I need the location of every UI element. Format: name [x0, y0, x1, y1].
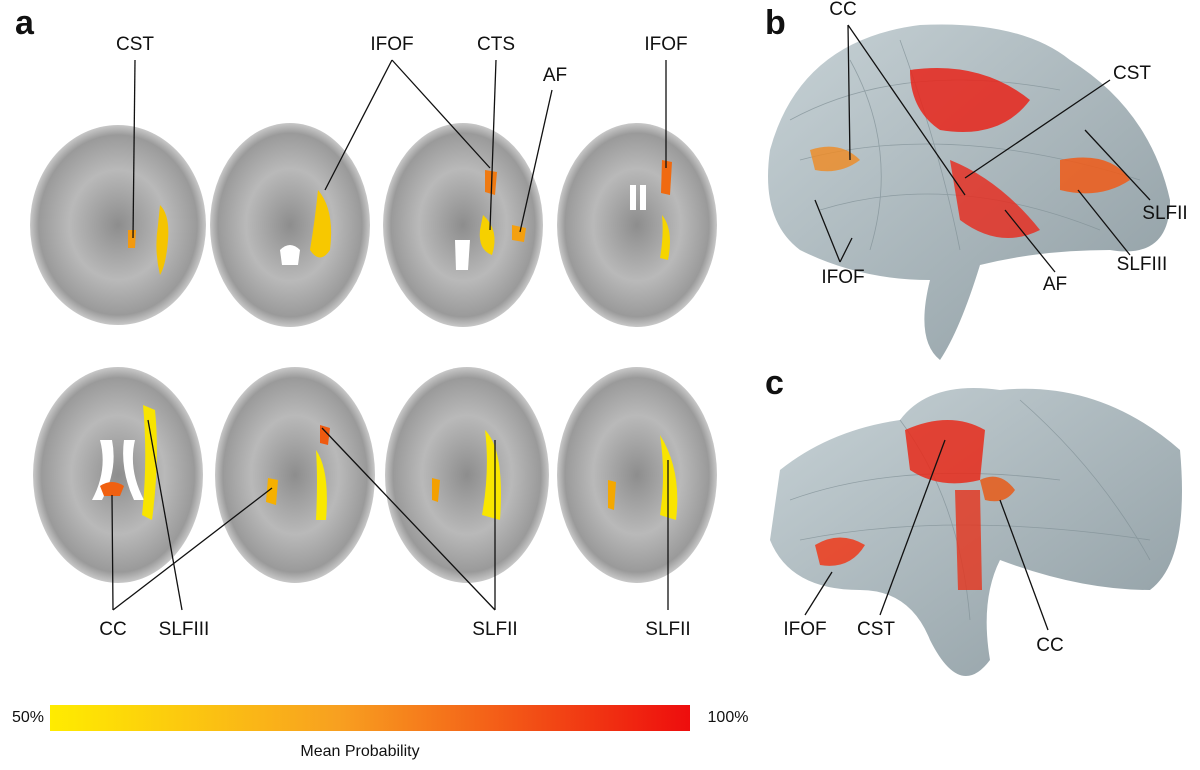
- tract-label: SLFIII: [1117, 254, 1168, 275]
- slice: [383, 123, 543, 327]
- panel-letter: a: [15, 4, 35, 42]
- tract-label: SLFII: [472, 619, 517, 640]
- tractography-b: [768, 24, 1170, 360]
- tractography-c: [770, 388, 1182, 676]
- panel-letter: c: [765, 364, 784, 402]
- tract-label: CTS: [477, 34, 515, 55]
- slice: [385, 367, 549, 583]
- leader-lines: [111, 24, 1151, 631]
- tract-label: CC: [829, 0, 856, 20]
- tract-label: CC: [99, 619, 126, 640]
- tract-label: AF: [543, 65, 567, 86]
- tract-label: AF: [1043, 274, 1067, 295]
- colorbar-min: 50%: [12, 709, 44, 726]
- tract-label: CST: [116, 34, 154, 55]
- slice: [557, 123, 717, 327]
- slice: [210, 123, 370, 327]
- tract-label: SLFII: [645, 619, 690, 640]
- slice: [30, 125, 206, 325]
- panel-letter: b: [765, 4, 786, 42]
- brain-slices: [30, 123, 717, 583]
- tract-label: CST: [857, 619, 895, 640]
- tract-label: IFOF: [370, 34, 413, 55]
- slice: [557, 367, 717, 583]
- tract-label: SLFII: [1142, 203, 1187, 224]
- colorbar-max: 100%: [708, 709, 749, 726]
- tract-label: IFOF: [783, 619, 826, 640]
- slice: [215, 367, 375, 583]
- tract-label: SLFIII: [159, 619, 210, 640]
- tract-label: IFOF: [644, 34, 687, 55]
- colorbar: [50, 705, 690, 731]
- tract-label: IFOF: [821, 267, 864, 288]
- colorbar-title: Mean Probability: [300, 743, 419, 760]
- tract-label: CC: [1036, 635, 1063, 656]
- slice: [33, 367, 203, 583]
- tract-label: CST: [1113, 63, 1151, 84]
